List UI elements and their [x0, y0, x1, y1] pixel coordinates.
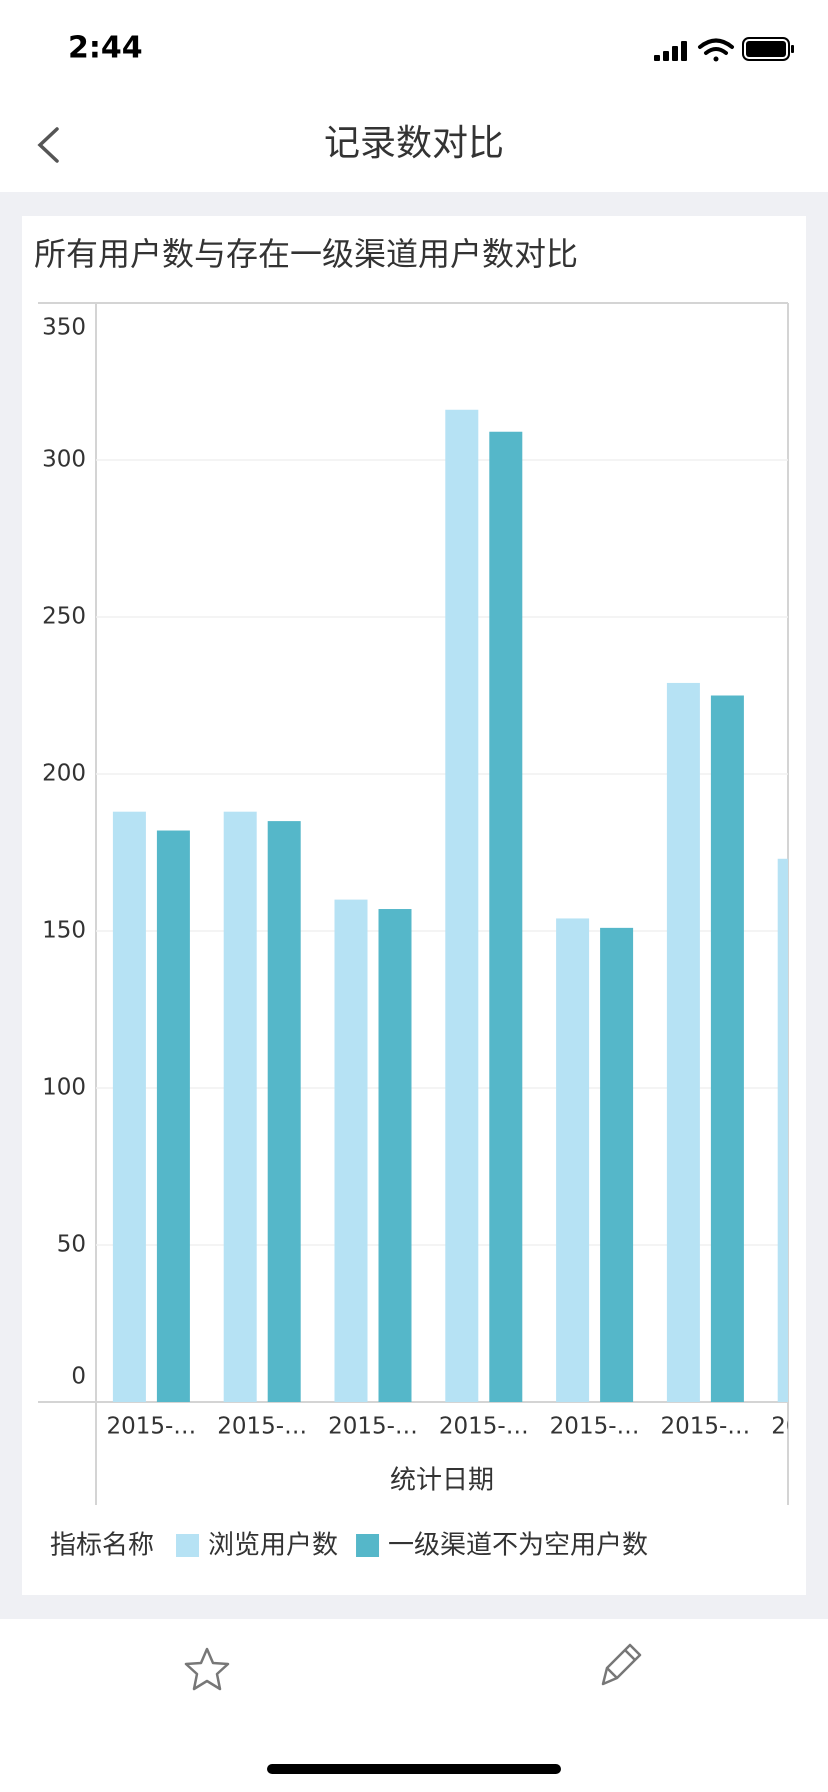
signal-icon [654, 41, 687, 61]
legend: 指标名称 浏览用户数 一级渠道不为空用户数 [50, 1531, 648, 1561]
x-tick-label: 2015-… [439, 1414, 529, 1440]
y-tick-label: 250 [42, 604, 86, 630]
bar [777, 858, 788, 1402]
home-indicator [267, 1764, 561, 1774]
legend-title: 指标名称 [50, 1531, 154, 1561]
wifi-icon [698, 38, 734, 62]
y-tick-label: 200 [42, 761, 86, 787]
legend-swatch [176, 1534, 200, 1557]
bar [489, 431, 523, 1402]
legend-label: 浏览用户数 [208, 1531, 338, 1561]
bar [710, 695, 744, 1402]
y-tick-label: 50 [57, 1232, 86, 1258]
y-tick-label: 350 [42, 315, 86, 341]
bar [223, 811, 257, 1402]
legend-label: 一级渠道不为空用户数 [388, 1531, 648, 1561]
header-title: 记录数对比 [324, 123, 504, 164]
legend-swatch [356, 1534, 380, 1557]
y-tick-label: 150 [42, 918, 86, 944]
bar [267, 821, 301, 1402]
toolbar [0, 1619, 828, 1792]
y-tick-label: 100 [42, 1075, 86, 1101]
y-tick-label: 300 [42, 447, 86, 473]
chart-title: 所有用户数与存在一级渠道用户数对比 [34, 235, 578, 273]
favorite-button[interactable] [184, 1647, 230, 1691]
y-tick-label: 0 [71, 1364, 86, 1390]
bar [112, 811, 146, 1402]
battery-icon [742, 37, 794, 61]
edit-button[interactable] [601, 1643, 642, 1686]
bar [600, 927, 634, 1402]
back-button[interactable] [37, 127, 59, 163]
x-tick-label: 2015-… [771, 1414, 828, 1440]
bar [156, 830, 190, 1402]
x-tick-label: 2015-… [217, 1414, 307, 1440]
bar [378, 909, 412, 1402]
x-tick-label: 2015-… [106, 1414, 196, 1440]
x-tick-label: 2015-… [328, 1414, 418, 1440]
x-axis-label: 统计日期 [390, 1466, 494, 1496]
bar [556, 918, 590, 1402]
bar [334, 899, 368, 1402]
x-tick-label: 2015-… [660, 1414, 750, 1440]
bar [666, 682, 700, 1402]
status-time: 2:44 [68, 31, 143, 66]
x-tick-label: 2015-… [550, 1414, 640, 1440]
plot-area: 2015-… 2015-… 2015-… 2015-… 2015-… 2015-… 2015… [106, 409, 828, 1440]
bar [445, 409, 479, 1402]
